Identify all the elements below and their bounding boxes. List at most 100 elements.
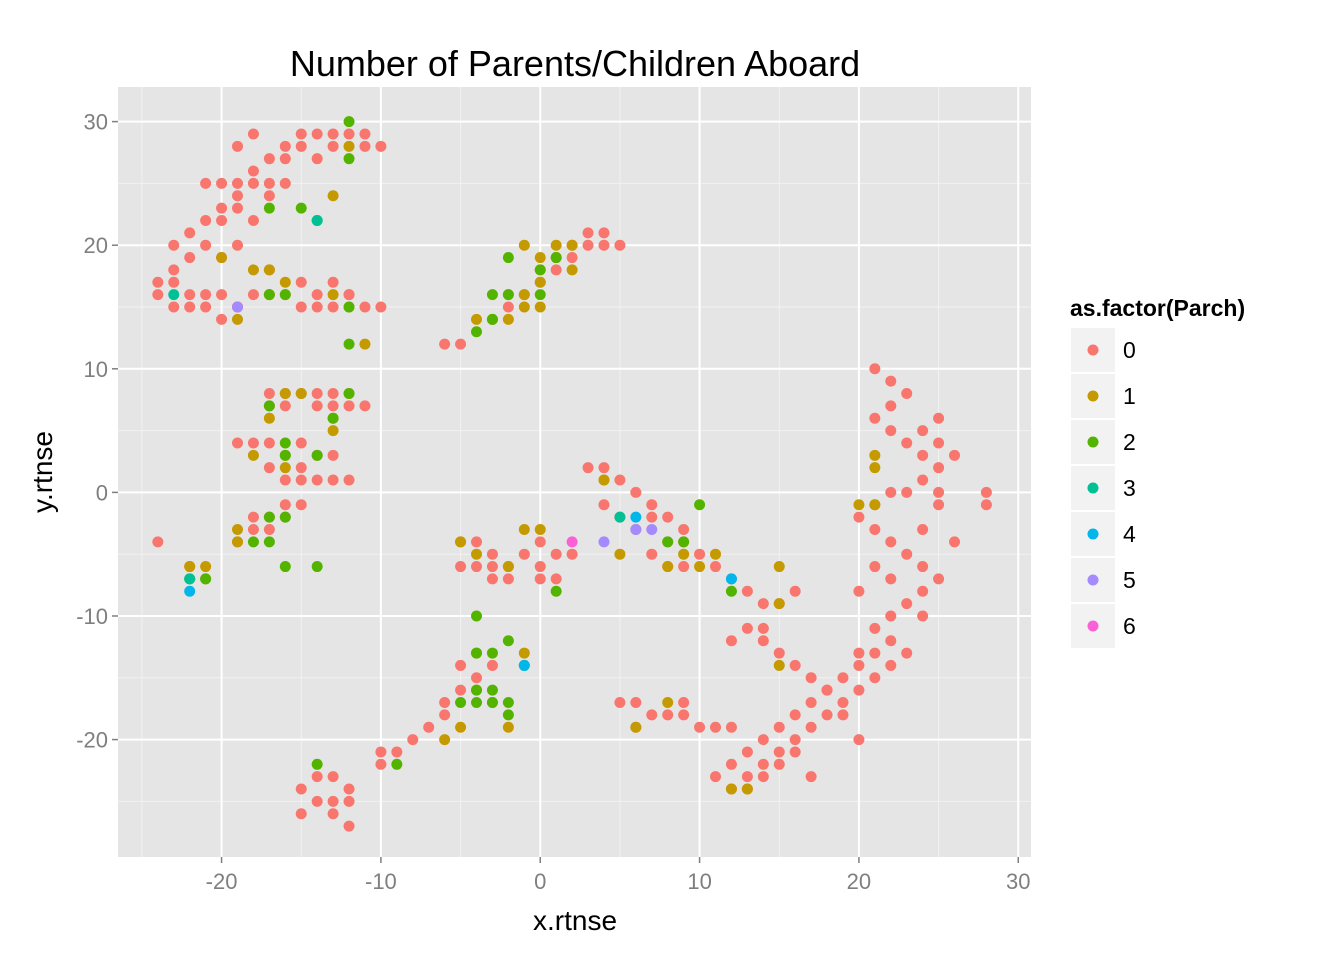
point-parch-0 bbox=[279, 177, 291, 189]
point-parch-2 bbox=[263, 511, 275, 523]
point-parch-0 bbox=[853, 585, 865, 597]
point-parch-0 bbox=[725, 758, 737, 770]
legend-key-6 bbox=[1087, 620, 1099, 632]
point-parch-2 bbox=[662, 536, 674, 548]
point-parch-0 bbox=[455, 684, 467, 696]
point-parch-0 bbox=[885, 425, 897, 437]
point-parch-2 bbox=[502, 697, 514, 709]
point-parch-1 bbox=[662, 697, 674, 709]
point-parch-0 bbox=[295, 140, 307, 152]
point-parch-0 bbox=[869, 412, 881, 424]
point-parch-0 bbox=[311, 474, 323, 486]
point-parch-0 bbox=[885, 573, 897, 585]
point-parch-0 bbox=[582, 239, 594, 251]
point-parch-0 bbox=[741, 622, 753, 634]
point-parch-1 bbox=[184, 561, 196, 573]
point-parch-0 bbox=[200, 301, 212, 313]
point-parch-0 bbox=[853, 684, 865, 696]
point-parch-0 bbox=[630, 486, 642, 498]
point-parch-0 bbox=[869, 561, 881, 573]
point-parch-1 bbox=[502, 721, 514, 733]
point-parch-0 bbox=[949, 449, 961, 461]
point-parch-0 bbox=[375, 758, 387, 770]
legend: as.factor(Parch) 0 1 2 3 4 5 6 bbox=[1070, 295, 1245, 648]
point-parch-1 bbox=[853, 499, 865, 511]
point-parch-0 bbox=[805, 721, 817, 733]
point-parch-0 bbox=[232, 239, 244, 251]
legend-key-0 bbox=[1087, 344, 1099, 356]
point-parch-0 bbox=[168, 239, 180, 251]
point-parch-0 bbox=[885, 635, 897, 647]
point-parch-0 bbox=[343, 795, 355, 807]
point-parch-0 bbox=[343, 128, 355, 140]
point-parch-2 bbox=[263, 202, 275, 214]
point-parch-0 bbox=[646, 499, 658, 511]
point-parch-2 bbox=[327, 412, 339, 424]
point-parch-0 bbox=[821, 684, 833, 696]
point-parch-1 bbox=[279, 462, 291, 474]
point-parch-0 bbox=[502, 301, 514, 313]
point-parch-0 bbox=[279, 499, 291, 511]
point-parch-0 bbox=[311, 795, 323, 807]
point-parch-2 bbox=[550, 585, 562, 597]
point-parch-0 bbox=[885, 536, 897, 548]
point-parch-5 bbox=[598, 536, 610, 548]
point-parch-0 bbox=[725, 721, 737, 733]
point-parch-0 bbox=[327, 449, 339, 461]
point-parch-2 bbox=[391, 758, 403, 770]
point-parch-0 bbox=[439, 709, 451, 721]
point-parch-0 bbox=[917, 474, 929, 486]
point-parch-0 bbox=[375, 746, 387, 758]
point-parch-0 bbox=[550, 573, 562, 585]
point-parch-0 bbox=[582, 462, 594, 474]
point-parch-1 bbox=[773, 561, 785, 573]
point-parch-0 bbox=[375, 301, 387, 313]
point-parch-0 bbox=[439, 338, 451, 350]
point-parch-0 bbox=[869, 622, 881, 634]
point-parch-2 bbox=[471, 647, 483, 659]
point-parch-0 bbox=[423, 721, 435, 733]
point-parch-0 bbox=[757, 622, 769, 634]
point-parch-0 bbox=[232, 202, 244, 214]
point-parch-1 bbox=[327, 289, 339, 301]
point-parch-0 bbox=[263, 523, 275, 535]
point-parch-0 bbox=[232, 190, 244, 202]
point-parch-0 bbox=[184, 301, 196, 313]
point-parch-2 bbox=[311, 449, 323, 461]
point-parch-2 bbox=[263, 289, 275, 301]
point-parch-0 bbox=[343, 474, 355, 486]
point-parch-2 bbox=[486, 289, 498, 301]
point-parch-0 bbox=[901, 388, 913, 400]
point-parch-1 bbox=[566, 239, 578, 251]
x-axis: -20 -10 0 10 20 30 bbox=[206, 857, 1030, 894]
point-parch-2 bbox=[343, 301, 355, 313]
point-parch-0 bbox=[359, 140, 371, 152]
point-parch-0 bbox=[789, 585, 801, 597]
point-parch-0 bbox=[933, 499, 945, 511]
point-parch-0 bbox=[869, 363, 881, 375]
point-parch-0 bbox=[757, 635, 769, 647]
point-parch-2 bbox=[534, 289, 546, 301]
point-parch-2 bbox=[486, 684, 498, 696]
point-parch-1 bbox=[247, 449, 259, 461]
y-axis-title: y.rtnse bbox=[27, 431, 58, 513]
point-parch-0 bbox=[327, 128, 339, 140]
point-parch-0 bbox=[901, 598, 913, 610]
x-tick-label: 0 bbox=[534, 869, 546, 894]
point-parch-1 bbox=[518, 239, 530, 251]
point-parch-0 bbox=[295, 437, 307, 449]
point-parch-3 bbox=[184, 573, 196, 585]
point-parch-0 bbox=[247, 165, 259, 177]
point-parch-0 bbox=[311, 771, 323, 783]
legend-title: as.factor(Parch) bbox=[1070, 295, 1245, 321]
point-parch-2 bbox=[725, 585, 737, 597]
point-parch-0 bbox=[869, 672, 881, 684]
point-parch-0 bbox=[789, 734, 801, 746]
legend-label-1: 1 bbox=[1123, 383, 1136, 409]
point-parch-2 bbox=[311, 561, 323, 573]
point-parch-0 bbox=[741, 746, 753, 758]
point-parch-1 bbox=[741, 783, 753, 795]
point-parch-2 bbox=[550, 252, 562, 264]
point-parch-1 bbox=[232, 313, 244, 325]
point-parch-1 bbox=[518, 289, 530, 301]
